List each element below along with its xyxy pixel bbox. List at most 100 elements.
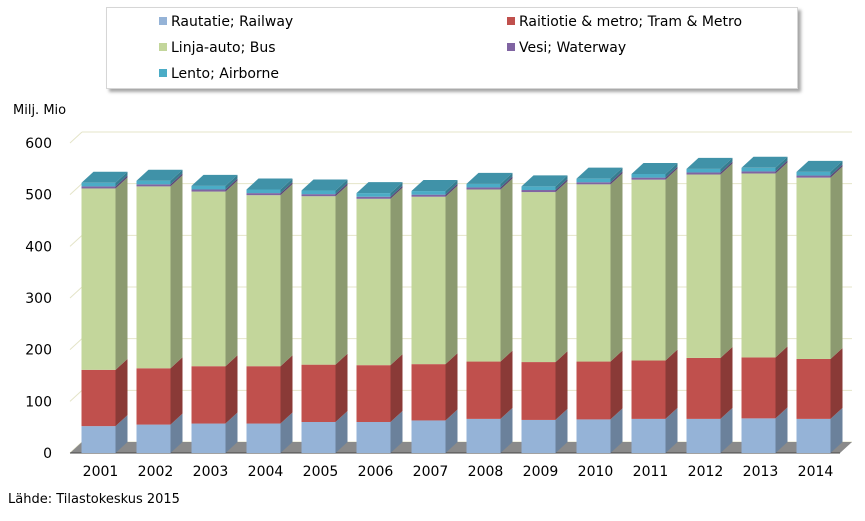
bar-segment-2005-3-side — [335, 183, 348, 197]
legend-swatch-bus — [159, 43, 167, 51]
bar-segment-2003-4-side — [225, 174, 238, 190]
bar-segment-2005-1-side — [335, 353, 348, 422]
bar-segment-2009-3-side — [555, 179, 568, 193]
legend-item-tram-metro: Raitiotie & metro; Tram & Metro — [507, 14, 742, 30]
bar-segment-2010-4 — [576, 178, 611, 183]
bar-segment-2008-4-side — [500, 172, 513, 188]
bar-segment-2012-0-side — [720, 407, 733, 453]
bar-segment-2002-4 — [136, 180, 171, 185]
x-tick-label: 2013 — [743, 464, 779, 480]
bar-segment-2005-4-side — [335, 179, 348, 195]
bar-segment-2005-2 — [301, 196, 336, 365]
bar-segment-2004-2-side — [280, 184, 293, 367]
bar-segment-2014-3 — [796, 175, 831, 178]
bar-segment-2008-1-side — [500, 350, 513, 419]
bar-segment-2009-3 — [521, 190, 556, 193]
bar-top-2012 — [686, 157, 733, 169]
bar-segment-2008-3 — [466, 187, 501, 190]
bar-segment-2007-1-side — [445, 353, 458, 421]
bar-segment-2012-4-side — [720, 157, 733, 173]
bar-top-2008 — [466, 172, 513, 184]
bar-segment-2001-0 — [81, 426, 116, 453]
bar-segment-2002-1-side — [170, 357, 183, 425]
bar-top-2002 — [136, 169, 183, 181]
bar-segment-2007-4-side — [445, 180, 458, 195]
bar-top-2006 — [356, 182, 403, 194]
y-tick-label: 400 — [25, 239, 52, 255]
legend-item-railway: Rautatie; Railway — [159, 14, 293, 30]
legend-swatch-railway — [159, 17, 167, 25]
bar-segment-2005-3 — [301, 194, 336, 197]
bar-top-2009 — [521, 175, 568, 187]
bar-segment-2001-1 — [81, 369, 116, 427]
bar-segment-2013-4-side — [775, 156, 788, 172]
bars — [81, 156, 843, 453]
bar-segment-2007-0-side — [445, 409, 458, 453]
y-tick-label: 100 — [25, 394, 52, 410]
bar-segment-2014-4 — [796, 171, 831, 176]
bar-segment-2008-0 — [466, 418, 501, 453]
bar-segment-2013-1 — [741, 357, 776, 419]
bar-segment-2009-0 — [521, 419, 556, 453]
x-tick-label: 2001 — [83, 464, 119, 480]
x-tick-label: 2012 — [688, 464, 724, 480]
bar-segment-2007-1 — [411, 364, 446, 421]
bar-stack-2014 — [796, 160, 843, 453]
bar-segment-2010-2 — [576, 184, 611, 362]
bar-segment-2006-1 — [356, 365, 391, 422]
bar-segment-2011-1-side — [665, 349, 678, 419]
bar-stack-2001 — [81, 171, 128, 453]
bar-segment-2010-2-side — [610, 173, 623, 362]
bar-segment-2007-3-side — [445, 183, 458, 197]
bar-stack-2007 — [411, 180, 458, 453]
bar-segment-2011-2 — [631, 179, 666, 361]
bar-segment-2006-3 — [356, 196, 391, 199]
bar-segment-2013-3-side — [775, 160, 788, 174]
legend-swatch-airborne — [159, 69, 167, 77]
bar-segment-2001-4-side — [115, 171, 128, 187]
y-tick-label: 600 — [25, 136, 52, 152]
bar-segment-2009-2-side — [555, 181, 568, 363]
bar-segment-2003-3-side — [225, 178, 238, 192]
bar-segment-2004-2 — [246, 195, 281, 367]
bar-segment-2012-2-side — [720, 163, 733, 358]
bar-top-2014 — [796, 160, 843, 172]
bar-segment-2004-4 — [246, 189, 281, 194]
bar-segment-2006-2-side — [390, 187, 403, 366]
bar-stack-2002 — [136, 169, 183, 453]
bar-segment-2009-0-side — [555, 408, 568, 453]
bar-segment-2005-4 — [301, 190, 336, 195]
gridline-diagonal — [69, 286, 83, 299]
legend-item-airborne: Lento; Airborne — [159, 66, 279, 82]
bar-segment-2007-4 — [411, 191, 446, 195]
chart-legend: Rautatie; Railway Raitiotie & metro; Tra… — [106, 7, 798, 89]
bar-top-2001 — [81, 171, 128, 183]
bar-segment-2001-3-side — [115, 175, 128, 189]
x-tick-label: 2005 — [303, 464, 339, 480]
gridline-diagonal — [69, 131, 83, 144]
bar-segment-2012-3-side — [720, 161, 733, 175]
legend-label-bus: Linja-auto; Bus — [171, 40, 276, 56]
bar-segment-2011-1 — [631, 360, 666, 419]
bar-segment-2007-3 — [411, 194, 446, 197]
bar-segment-2005-0 — [301, 422, 336, 453]
bar-segment-2005-1 — [301, 364, 336, 422]
bar-segment-2011-3 — [631, 177, 666, 180]
gridline-diagonal — [69, 338, 83, 351]
gridlines — [69, 131, 852, 454]
bar-top-2004 — [246, 178, 293, 190]
bar-segment-2011-0-side — [665, 407, 678, 453]
bar-segment-2011-4 — [631, 174, 666, 178]
bar-segment-2006-0 — [356, 422, 391, 453]
bar-segment-2010-0-side — [610, 408, 623, 453]
bar-segment-2007-2-side — [445, 185, 458, 365]
bar-stack-2003 — [191, 174, 238, 453]
bar-segment-2008-2 — [466, 189, 501, 362]
legend-item-bus: Linja-auto; Bus — [159, 40, 276, 56]
bar-segment-2014-0 — [796, 418, 831, 453]
legend-item-waterway: Vesi; Waterway — [507, 40, 626, 56]
bar-segment-2013-2-side — [775, 162, 788, 358]
bar-stack-2011 — [631, 163, 678, 453]
bar-segment-2010-1-side — [610, 350, 623, 420]
